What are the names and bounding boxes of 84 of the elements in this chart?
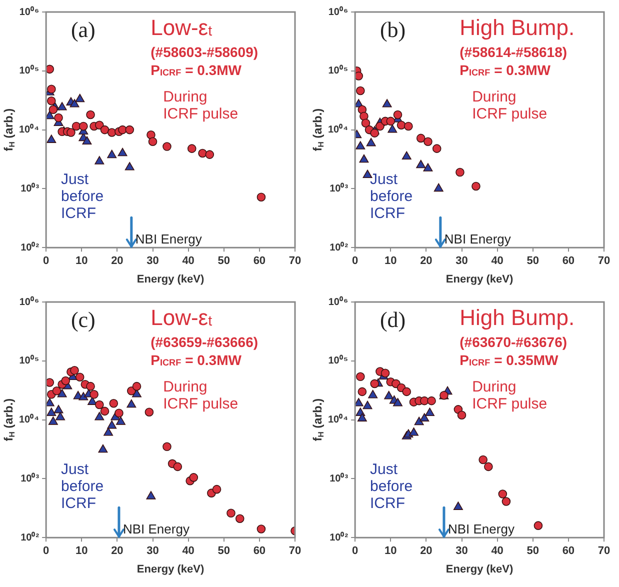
y-tick-label: 10⁰⁴ <box>328 414 348 426</box>
x-tick-label: 0 <box>352 255 358 268</box>
x-tick-label: 20 <box>111 255 124 268</box>
x-tick-label: 50 <box>218 255 230 268</box>
x-tick-label: 10 <box>76 255 88 268</box>
x-axis-title: Energy (keV) <box>136 273 204 286</box>
x-tick-label: 70 <box>598 545 610 558</box>
x-tick-label: 60 <box>253 545 266 558</box>
x-tick-label: 60 <box>562 255 575 268</box>
y-tick-label: 10⁰⁵ <box>19 64 40 77</box>
series-label: Just before ICRF <box>61 460 104 512</box>
x-tick-label: 70 <box>288 255 302 268</box>
y-tick-label: 10⁰⁵ <box>19 354 40 367</box>
chart-title: (c) <box>70 306 96 332</box>
series-label: Just before ICRF <box>61 170 104 222</box>
annotation: (#58614-#58618) <box>460 44 568 60</box>
chart-title: (a) <box>70 16 96 42</box>
x-tick-label: 30 <box>456 545 468 558</box>
annotation: PICRF = 0.3MW <box>460 62 552 78</box>
annotation: (#58603-#58609) <box>150 44 258 60</box>
x-tick-label: 40 <box>491 545 504 558</box>
chart-title: (b) <box>380 16 406 42</box>
x-axis-title: Energy (keV) <box>446 273 514 286</box>
x-axis-title: Energy (keV) <box>446 563 514 576</box>
y-tick-label: 10⁰⁶ <box>328 6 348 18</box>
ref-line-label: NBI Energy <box>444 232 512 247</box>
x-tick-label: 60 <box>253 255 266 268</box>
x-tick-label: 40 <box>182 545 194 558</box>
annotation: (#63670-#63676) <box>460 334 568 350</box>
series-label: During ICRF pulse <box>472 378 548 412</box>
y-tick-label: 10⁰⁶ <box>19 296 40 308</box>
y-tick-label: 10⁰² <box>330 241 349 254</box>
y-tick-label: 10⁰² <box>20 531 40 544</box>
ref-line-label: NBI Energy <box>448 522 515 537</box>
series-label: Just before ICRF <box>370 460 413 512</box>
y-tick-label: 10⁰³ <box>330 472 349 484</box>
x-tick-label: 70 <box>288 545 302 558</box>
x-axis-title: Energy (keV) <box>136 563 204 576</box>
x-tick-label: 50 <box>526 545 539 558</box>
chart-title: (d) <box>380 306 406 332</box>
annotation: Low-εt <box>150 15 212 40</box>
series-label: Just before ICRF <box>370 170 413 222</box>
y-tick-label: 10⁰³ <box>20 472 40 484</box>
x-tick-label: 40 <box>491 255 504 268</box>
x-tick-label: 60 <box>562 545 575 558</box>
annotation: High Bump. <box>460 305 575 330</box>
x-tick-label: 40 <box>182 255 194 268</box>
y-tick-label: 10⁰⁶ <box>328 296 348 308</box>
y-tick-label: 10⁰³ <box>20 182 40 194</box>
y-tick-label: 10⁰³ <box>330 182 349 194</box>
x-tick-label: 20 <box>111 545 124 558</box>
series-label: During ICRF pulse <box>163 378 238 412</box>
annotation: Low-εt <box>150 305 212 330</box>
y-tick-label: 10⁰⁴ <box>18 124 40 136</box>
y-tick-label: 10⁰² <box>20 241 40 254</box>
ref-line-label: NBI Energy <box>135 232 202 247</box>
y-tick-label: 10⁰⁶ <box>19 6 40 18</box>
y-tick-label: 10⁰⁴ <box>18 414 40 426</box>
annotation: High Bump. <box>460 15 575 40</box>
x-tick-label: 20 <box>420 255 432 268</box>
x-tick-label: 0 <box>43 545 50 558</box>
x-tick-label: 30 <box>146 545 159 558</box>
x-tick-label: 30 <box>456 255 468 268</box>
x-tick-label: 10 <box>384 545 397 558</box>
annotation: PICRF = 0.35MW <box>460 352 560 368</box>
x-tick-label: 10 <box>384 255 397 268</box>
annotation: PICRF = 0.3MW <box>150 352 242 368</box>
annotation: (#63659-#63666) <box>150 334 258 350</box>
y-tick-label: 10⁰² <box>330 531 349 544</box>
x-tick-label: 0 <box>43 255 50 268</box>
x-tick-label: 70 <box>598 255 610 268</box>
y-tick-label: 10⁰⁴ <box>328 124 348 136</box>
y-tick-label: 10⁰⁵ <box>328 354 348 367</box>
x-tick-label: 10 <box>76 545 88 558</box>
ref-line-label: NBI Energy <box>122 522 190 537</box>
y-tick-label: 10⁰⁵ <box>328 64 348 77</box>
annotation: PICRF = 0.3MW <box>150 62 242 78</box>
x-tick-label: 0 <box>352 545 358 558</box>
series-label: During ICRF pulse <box>163 88 238 122</box>
x-tick-label: 50 <box>218 545 230 558</box>
x-tick-label: 50 <box>526 255 539 268</box>
x-tick-label: 30 <box>146 255 159 268</box>
text: During ICRF pulse <box>472 88 548 122</box>
x-tick-label: 20 <box>420 545 432 558</box>
